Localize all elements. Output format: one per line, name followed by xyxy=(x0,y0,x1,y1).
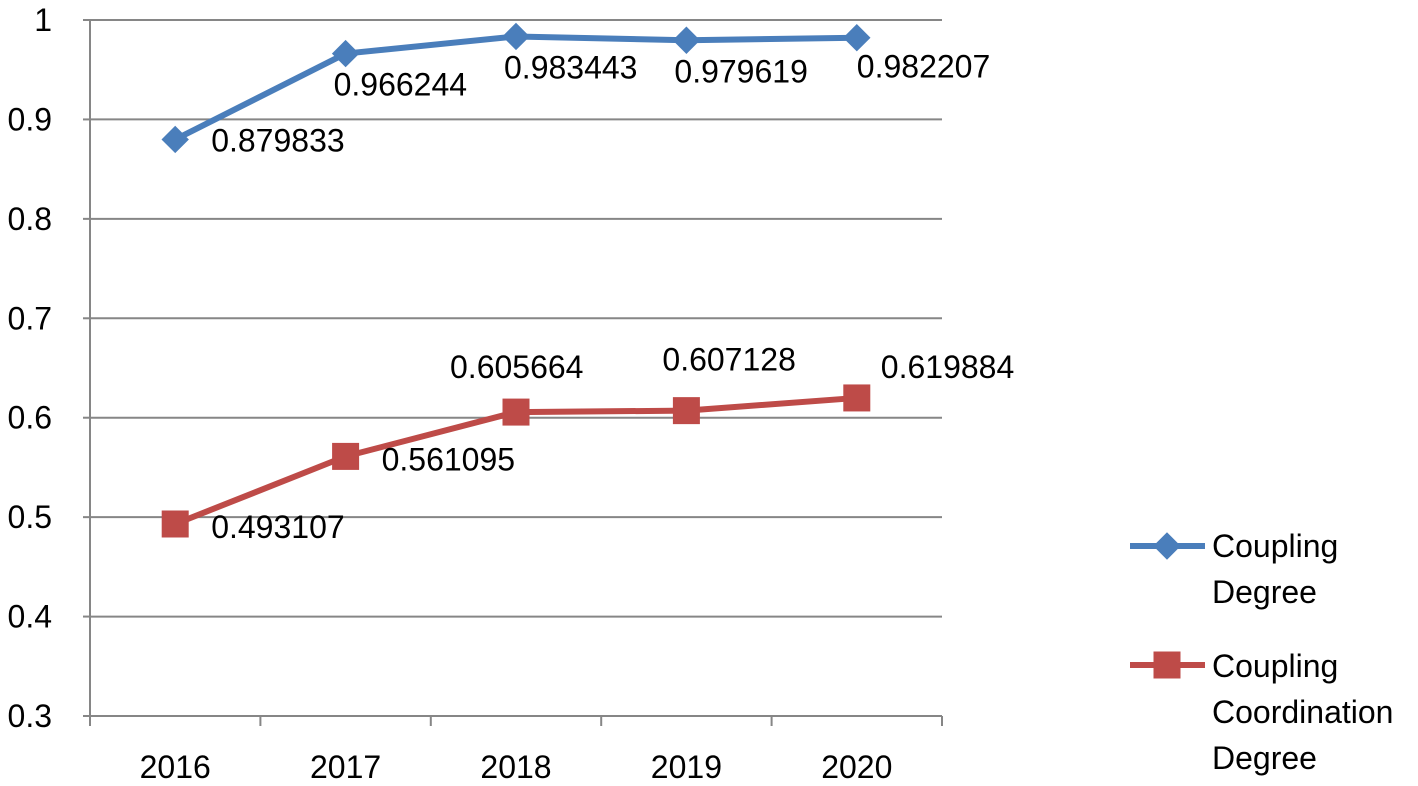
data-label: 0.619884 xyxy=(881,349,1014,385)
y-tick-label: 0.8 xyxy=(8,201,52,237)
y-tick-label: 1 xyxy=(34,2,52,38)
legend-marker xyxy=(1153,651,1181,679)
legend-marker xyxy=(1153,532,1181,560)
data-point xyxy=(843,384,871,412)
data-label: 0.493107 xyxy=(211,509,344,545)
series-lines xyxy=(161,22,871,538)
legend-label: Degree xyxy=(1212,574,1317,610)
y-tick-label: 0.4 xyxy=(8,599,52,635)
x-tick-label: 2017 xyxy=(310,749,381,785)
y-tick-label: 0.9 xyxy=(8,101,52,137)
data-label: 0.879833 xyxy=(211,122,344,158)
legend-label: Degree xyxy=(1212,740,1317,776)
y-tick-label: 0.6 xyxy=(8,400,52,436)
x-tick-label: 2016 xyxy=(140,749,211,785)
legend-item: Coupling Degree xyxy=(1130,528,1338,610)
data-labels: 0.879833 0.966244 0.983443 0.979619 0.982207… xyxy=(211,49,1014,545)
data-label: 0.561095 xyxy=(382,441,515,477)
data-point xyxy=(502,398,530,426)
legend-label: Coordination xyxy=(1212,694,1393,730)
data-label: 0.966244 xyxy=(334,67,467,103)
legend-label: Coupling xyxy=(1212,528,1338,564)
x-tick-label: 2018 xyxy=(480,749,551,785)
axes: 0.3 0.4 0.5 0.6 0.7 0.8 0.9 1 2016 2017 2018 2019 20… xyxy=(8,2,943,785)
y-tick-label: 0.5 xyxy=(8,499,52,535)
legend-item: Coupling Coordination Degree xyxy=(1130,648,1393,776)
x-tick-label: 2020 xyxy=(821,749,892,785)
y-tick-label: 0.7 xyxy=(8,300,52,336)
data-point xyxy=(672,397,700,425)
data-point xyxy=(843,23,871,52)
data-label: 0.607128 xyxy=(662,342,795,378)
data-label: 0.605664 xyxy=(450,349,583,385)
data-point xyxy=(332,442,360,470)
legend-label: Coupling xyxy=(1212,648,1338,684)
data-label: 0.982207 xyxy=(857,49,990,85)
data-point xyxy=(161,125,189,154)
legend: Coupling Degree Coupling Coordination Degree xyxy=(1130,528,1393,776)
y-tick-label: 0.3 xyxy=(8,698,52,734)
data-point xyxy=(161,510,189,538)
x-tick-label: 2019 xyxy=(651,749,722,785)
data-point xyxy=(672,26,701,54)
data-point xyxy=(331,39,360,68)
data-point xyxy=(502,22,530,51)
data-label: 0.983443 xyxy=(504,49,637,85)
data-label: 0.979619 xyxy=(674,53,807,89)
